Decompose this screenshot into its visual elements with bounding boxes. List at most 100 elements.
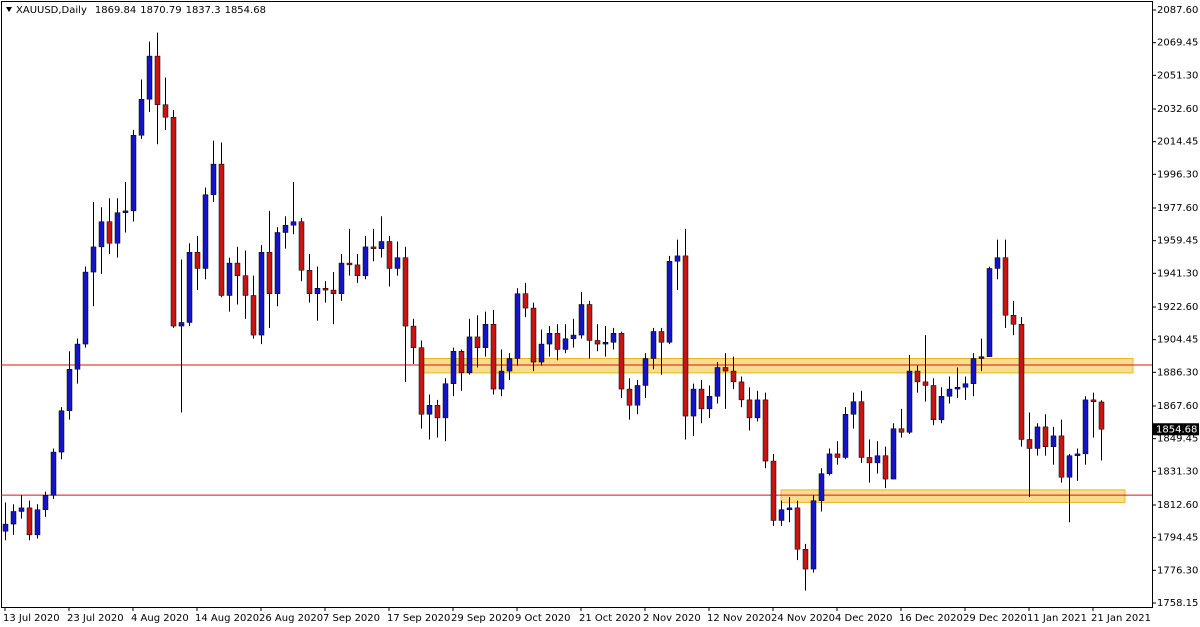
candle-body (962, 383, 969, 388)
candle-body (114, 212, 121, 244)
y-tick-label: 1959.45 (1157, 236, 1198, 247)
candle-body (666, 261, 673, 343)
candle-body (1082, 399, 1089, 455)
candle-body (98, 221, 105, 248)
candle-body (370, 246, 377, 249)
y-tick-label: 1886.30 (1157, 367, 1198, 378)
candle-body (898, 428, 905, 433)
candle-body (234, 262, 241, 276)
x-tick-label: 4 Aug 2020 (131, 613, 189, 624)
plot-frame (1, 1, 1153, 608)
low-value: 1837.3 (186, 5, 221, 16)
y-tick-label: 2087.60 (1157, 5, 1198, 16)
candle-body (418, 347, 425, 415)
candle-body (378, 241, 385, 249)
candle-body (946, 388, 953, 397)
candle-body (730, 370, 737, 383)
candle-body (362, 246, 369, 276)
candle-body (306, 270, 313, 294)
candle-body (266, 252, 273, 294)
candle-body (1018, 324, 1025, 440)
x-tick-label: 7 Sep 2020 (323, 613, 380, 624)
candle-body (538, 343, 545, 363)
candle-body (690, 388, 697, 417)
candle-body (10, 511, 17, 525)
support-resistance-zone (420, 357, 1134, 374)
candle-body (258, 252, 265, 336)
candle-body (290, 221, 297, 226)
candle-body (706, 396, 713, 410)
layer: 2087.60 2069.45 2051.30 2032.60 2014.45 1996.… (1, 5, 1198, 624)
y-tick-label: 1941.30 (1157, 268, 1198, 279)
candle-body (634, 385, 641, 406)
x-tick-label: 24 Nov 2020 (771, 613, 835, 624)
y-tick-label: 1849.45 (1157, 434, 1198, 445)
y-tick-label: 1812.60 (1157, 500, 1198, 511)
candle-body (594, 340, 601, 345)
candle-body (610, 333, 617, 343)
candle-body (482, 324, 489, 348)
candle-body (1026, 439, 1033, 449)
candle-body (18, 507, 25, 512)
x-tick-label: 14 Aug 2020 (195, 613, 259, 624)
candle-body (50, 451, 57, 496)
candle-body (506, 358, 513, 372)
candle-body (714, 367, 721, 397)
candle-body (810, 500, 817, 570)
y-tick-label: 1904.45 (1157, 335, 1198, 346)
candle-body (818, 473, 825, 501)
candle-body (546, 333, 553, 345)
candle-body (834, 453, 841, 458)
y-tick-label: 1996.30 (1157, 169, 1198, 180)
candle-body (498, 370, 505, 390)
candle-body (722, 367, 729, 372)
candle-body (338, 262, 345, 294)
candle-body (274, 232, 281, 294)
candle-body (778, 509, 785, 521)
candle-body (842, 414, 849, 458)
candle-body (354, 264, 361, 276)
candle-body (1066, 455, 1073, 478)
candle-body (738, 381, 745, 401)
candle-body (618, 333, 625, 390)
candle-body (466, 336, 473, 374)
x-tick-label: 23 Jul 2020 (67, 613, 124, 624)
x-tick-label: 13 Jul 2020 (3, 613, 60, 624)
current-price-label: 1854.68 (1156, 424, 1197, 435)
candle-body (1058, 435, 1065, 478)
candle-body (882, 455, 889, 480)
candle-body (402, 257, 409, 327)
candle-body (458, 351, 465, 374)
candle-body (578, 304, 585, 336)
candle-body (138, 99, 145, 136)
candle-body (682, 255, 689, 417)
x-tick-label: 17 Sep 2020 (387, 613, 450, 624)
candle-body (642, 358, 649, 386)
x-tick-label: 29 Dec 2020 (963, 613, 1027, 624)
candle-body (194, 252, 201, 269)
menu-arrow[interactable] (6, 7, 12, 12)
y-tick-label: 1758.15 (1157, 598, 1198, 609)
candle-body (410, 325, 417, 348)
x-tick-label: 2 Nov 2020 (643, 613, 701, 624)
candle-body (698, 388, 705, 410)
candle-body (1098, 401, 1105, 430)
candle-body (490, 324, 497, 390)
candle-body (954, 387, 961, 390)
candle-body (170, 117, 177, 327)
y-tick-label: 2051.30 (1157, 70, 1198, 81)
candle-body (58, 410, 65, 453)
candle-body (90, 246, 97, 273)
candle-body (826, 453, 833, 474)
candle-body (554, 333, 561, 350)
candle-body (922, 381, 929, 386)
support-resistance-zone (780, 489, 1126, 503)
candle-body (202, 194, 209, 269)
candle-body (786, 507, 793, 510)
chart-header: XAUUSD,Daily 1869.84 1870.79 1837.3 1854.68 (16, 5, 266, 16)
candle-body (586, 304, 593, 341)
